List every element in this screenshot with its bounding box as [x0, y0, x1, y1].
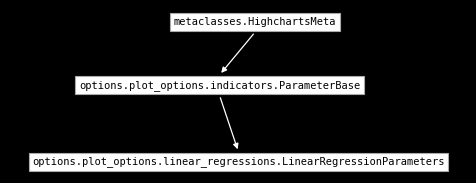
Text: metaclasses.HighchartsMeta: metaclasses.HighchartsMeta [174, 17, 336, 27]
Text: options.plot_options.linear_regressions.LinearRegressionParameters: options.plot_options.linear_regressions.… [32, 156, 444, 167]
Text: options.plot_options.indicators.ParameterBase: options.plot_options.indicators.Paramete… [79, 80, 359, 91]
